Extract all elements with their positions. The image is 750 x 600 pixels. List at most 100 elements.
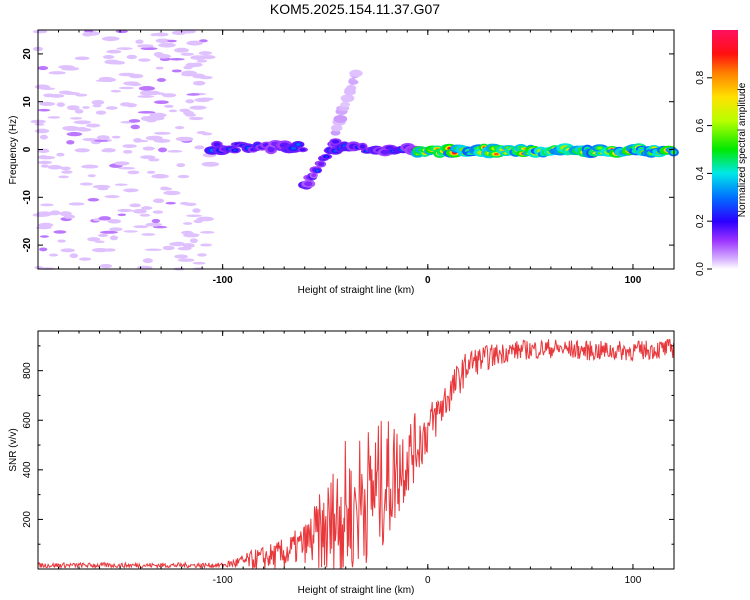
spectral-blob — [141, 233, 156, 236]
spectral-blob — [82, 137, 98, 142]
spectral-blob — [37, 155, 56, 160]
snr-x-tick-label: 0 — [425, 575, 431, 586]
spectral-blob — [183, 65, 193, 70]
spectral-blob — [99, 263, 112, 269]
spectral-blob — [331, 139, 340, 144]
spectral-blob — [107, 219, 122, 224]
spectral-blob — [133, 225, 149, 229]
spectrogram-x-tick-label: 100 — [625, 275, 642, 286]
spectral-blob — [104, 248, 116, 252]
snr-x-tick-label: 100 — [625, 575, 642, 586]
spectral-blob — [140, 206, 153, 210]
spectrogram-y-tick-label: -10 — [22, 190, 33, 205]
spectral-blob — [116, 47, 133, 50]
spectrogram-y-axis-label: Frequency (Hz) — [8, 116, 19, 185]
spectral-blob — [74, 109, 84, 114]
spectral-blob — [196, 59, 208, 63]
spectral-blob — [78, 257, 92, 261]
spectral-blob — [135, 39, 144, 44]
spectral-blob — [198, 75, 213, 80]
spectral-blob — [105, 106, 118, 110]
spectral-blob — [340, 94, 355, 103]
spectral-blob — [142, 258, 153, 264]
spectral-blob — [87, 237, 101, 242]
spectral-blob — [69, 117, 83, 120]
spectrogram-y-tick-label: -20 — [22, 237, 33, 252]
spectral-blob — [493, 152, 499, 156]
spectral-blob — [145, 117, 157, 123]
spectral-blob — [162, 245, 175, 251]
spectral-blob — [177, 258, 195, 262]
spectral-blob — [175, 136, 194, 142]
spectral-blob — [145, 222, 163, 227]
spectral-blob — [87, 174, 96, 178]
spectral-blob — [168, 57, 185, 61]
spectral-blob — [185, 99, 195, 104]
spectral-blob — [123, 81, 140, 86]
spectral-blob — [201, 161, 220, 167]
snr-x-axis-label: Height of straight line (km) — [298, 585, 415, 596]
spectral-blob — [136, 44, 154, 48]
spectral-blob — [68, 202, 85, 206]
spectral-blob — [333, 115, 348, 123]
colorbar: 0.0 0.2 0.4 0.6 0.8 Normalized spectral ampl… — [695, 30, 748, 276]
spectral-blob — [98, 233, 109, 238]
spectral-blob — [152, 210, 164, 214]
spectral-blob — [57, 239, 66, 243]
spectral-blob — [324, 155, 329, 158]
spectral-blob — [148, 158, 160, 162]
spectral-blob — [117, 213, 127, 217]
spectral-blob — [126, 54, 137, 60]
spectral-blob — [597, 146, 603, 150]
spectral-blob — [40, 203, 54, 207]
colorbar-tick-label: 0.0 — [695, 262, 706, 276]
spectral-blob — [37, 66, 49, 71]
spectral-blob — [74, 56, 90, 61]
spectral-blob — [56, 102, 65, 107]
spectral-blob — [56, 152, 65, 157]
spectral-blob — [180, 52, 195, 56]
spectral-blob — [192, 208, 201, 213]
spectral-blob — [161, 93, 177, 98]
spectral-blob — [186, 93, 200, 96]
spectral-blob — [63, 126, 81, 131]
snr-y-tick-label: 200 — [22, 511, 33, 528]
spectral-blob — [101, 149, 110, 153]
spectral-blob — [48, 253, 59, 257]
spectral-blob — [138, 58, 151, 62]
spectral-blob — [102, 55, 115, 60]
spectral-blob — [40, 87, 56, 91]
spectral-blob — [155, 38, 170, 43]
colorbar-gradient — [712, 30, 738, 269]
spectral-blob — [199, 39, 208, 43]
spectral-blob — [150, 33, 159, 37]
spectral-blob — [92, 185, 107, 188]
spectral-blob — [34, 128, 50, 134]
spectral-blob — [163, 104, 174, 108]
spectral-blob — [171, 30, 186, 36]
spectral-blob — [198, 54, 216, 60]
spectral-blob — [194, 145, 205, 150]
spectral-blob — [106, 49, 122, 54]
spectral-blob — [111, 135, 121, 139]
spectral-blob — [47, 116, 61, 119]
spectral-blob — [168, 109, 178, 113]
spectral-blob — [192, 261, 206, 265]
colorbar-tick-label: 0.8 — [695, 70, 706, 84]
spectral-blob — [182, 233, 200, 238]
figure-title: KOM5.2025.154.11.37.G07 — [270, 1, 440, 17]
spectrogram-x-axis-label: Height of straight line (km) — [298, 285, 415, 296]
spectral-blob — [186, 40, 203, 46]
spectral-blob — [82, 31, 93, 37]
spectral-blob — [101, 36, 120, 42]
spectral-blob — [118, 72, 136, 77]
spectral-blob — [110, 89, 122, 93]
spectral-blob — [98, 76, 114, 81]
spectral-blob — [36, 211, 53, 216]
colorbar-tick-label: 0.6 — [695, 118, 706, 132]
spectral-blob — [330, 124, 343, 132]
spectrogram-marks — [30, 29, 679, 271]
spectral-blob — [137, 95, 155, 98]
spectral-blob — [39, 101, 56, 106]
spectral-blob — [179, 202, 190, 205]
